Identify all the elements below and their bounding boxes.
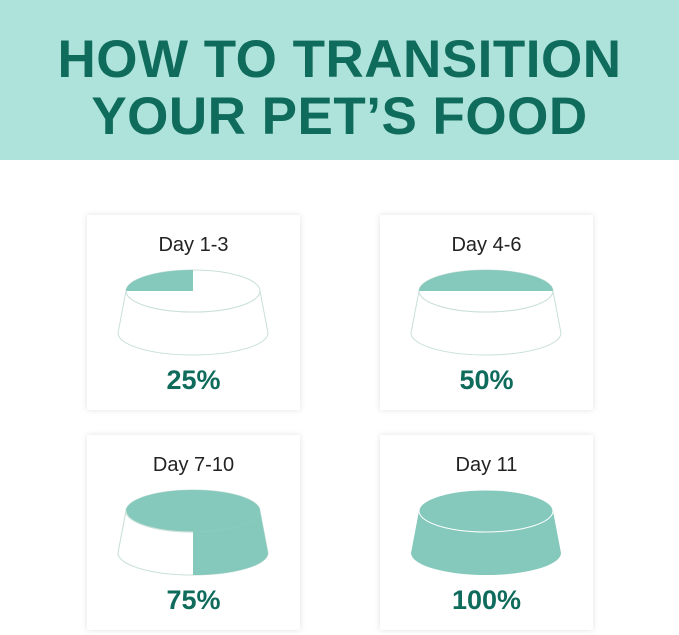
title-line-1: HOW TO TRANSITION bbox=[57, 30, 622, 89]
food-fill-top bbox=[126, 489, 260, 533]
bowl-icon bbox=[410, 269, 562, 356]
bowl-icon bbox=[117, 269, 269, 356]
empty-rim-line bbox=[125, 511, 193, 533]
step-card-1: Day 1-3 25% bbox=[87, 215, 300, 410]
title-line-2: YOUR PET’S FOOD bbox=[91, 87, 588, 146]
bowl-icon bbox=[117, 489, 269, 576]
step-percent: 50% bbox=[459, 365, 514, 395]
step-percent: 75% bbox=[166, 585, 221, 615]
step-card-2: Day 4-6 50% bbox=[380, 215, 593, 410]
food-fill bbox=[419, 270, 553, 291]
step-percent: 25% bbox=[166, 365, 221, 395]
bowl-fill bbox=[411, 511, 561, 575]
food-fill bbox=[126, 270, 193, 291]
step-percent: 100% bbox=[451, 585, 522, 615]
step-day: Day 1-3 bbox=[158, 234, 229, 256]
bowl-rim bbox=[418, 489, 554, 533]
empty-quarter bbox=[117, 511, 193, 576]
header-band bbox=[0, 0, 679, 160]
step-day: Day 7-10 bbox=[152, 454, 235, 476]
step-day: Day 11 bbox=[455, 454, 518, 476]
step-card-4: Day 11 100% bbox=[380, 435, 593, 630]
step-day: Day 4-6 bbox=[451, 234, 522, 256]
bowl-icon bbox=[411, 489, 561, 575]
step-card-3: Day 7-10 75% bbox=[87, 435, 300, 630]
